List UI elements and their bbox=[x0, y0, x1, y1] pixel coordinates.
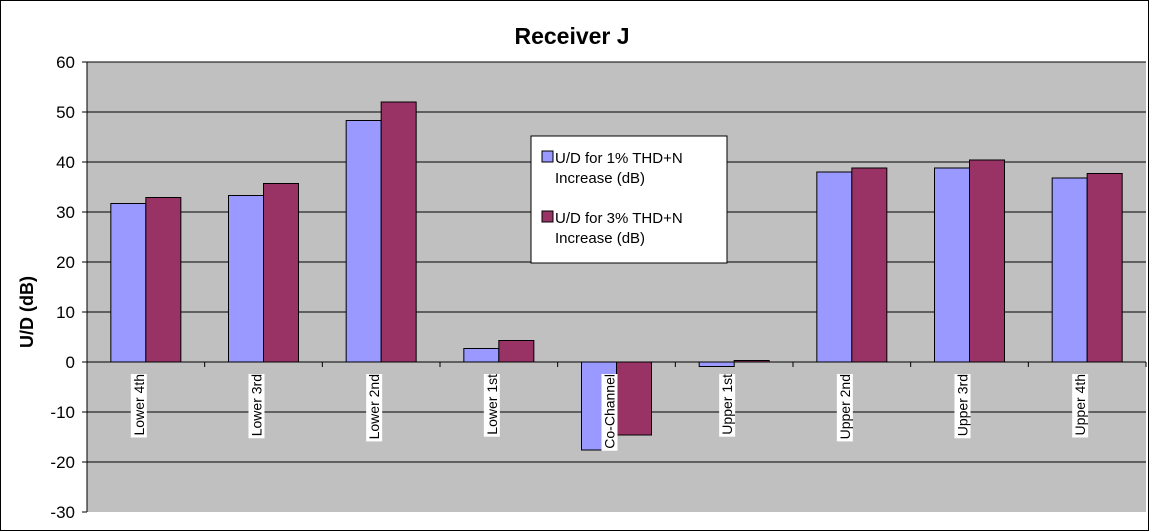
category-label-background bbox=[601, 374, 618, 451]
category-label-background bbox=[366, 374, 383, 442]
category-label: Upper 1st bbox=[719, 374, 735, 435]
bar-2-upper-3rd bbox=[969, 159, 1005, 363]
y-tick-label: 50 bbox=[56, 103, 75, 122]
plot-area: 60 50 40 30 20 10 0 -10 -20 -30 Lower 4th Lower 3rd… bbox=[50, 53, 1147, 522]
y-tick-label: -30 bbox=[50, 503, 75, 522]
chart-title: Receiver J bbox=[514, 23, 629, 49]
y-tick-label: 20 bbox=[56, 253, 75, 272]
category-label: Lower 3rd bbox=[249, 374, 265, 436]
category-label: Lower 4th bbox=[131, 374, 147, 435]
y-tick-label: 60 bbox=[56, 53, 75, 72]
legend-label-1: Increase (dB) bbox=[555, 170, 645, 187]
bar-2-co-channel bbox=[616, 361, 652, 436]
y-tick-label: 10 bbox=[56, 303, 75, 322]
bar-1-lower-4th bbox=[110, 203, 147, 363]
category-label-background bbox=[836, 374, 853, 442]
category-label: Upper 3rd bbox=[955, 374, 971, 436]
bar-2-lower-1st bbox=[498, 340, 535, 363]
category-label: Lower 2nd bbox=[366, 374, 382, 439]
bar-2-lower-2nd bbox=[380, 101, 417, 363]
bar-1-lower-2nd bbox=[345, 120, 382, 363]
bar-1-lower-3rd bbox=[228, 195, 264, 363]
y-tick-label: 0 bbox=[66, 353, 75, 372]
y-tick-label: 40 bbox=[56, 153, 75, 172]
bar-1-upper-4th bbox=[1051, 177, 1088, 363]
category-label-background bbox=[483, 374, 500, 437]
y-axis-label: U/D (dB) bbox=[17, 276, 37, 348]
legend-box bbox=[530, 135, 728, 264]
category-label-background bbox=[130, 374, 147, 438]
bar-2-upper-4th bbox=[1086, 173, 1123, 363]
bar-2-lower-4th bbox=[145, 197, 182, 363]
legend-swatch-2 bbox=[541, 210, 554, 223]
legend-label-2: Increase (dB) bbox=[555, 230, 645, 247]
y-tick-label: -10 bbox=[50, 403, 75, 422]
legend: U/D for 1% THD+N Increase (dB) U/D for 3% … bbox=[530, 135, 728, 264]
category-label: Co-Channel bbox=[602, 374, 618, 449]
category-label: Upper 4th bbox=[1072, 374, 1088, 435]
bar-2-upper-2nd bbox=[851, 167, 888, 363]
legend-label-1: U/D for 1% THD+N bbox=[555, 150, 683, 167]
bar-1-upper-2nd bbox=[816, 171, 853, 363]
category-label-background bbox=[954, 374, 971, 439]
category-label: Lower 1st bbox=[484, 374, 500, 435]
bar-2-lower-3rd bbox=[263, 183, 299, 363]
y-tick-label: -20 bbox=[50, 453, 75, 472]
category-label-background bbox=[719, 374, 736, 437]
bar-1-upper-1st bbox=[698, 361, 735, 367]
bar-1-upper-3rd bbox=[934, 167, 970, 363]
bar-1-lower-1st bbox=[463, 348, 500, 363]
category-label: Upper 2nd bbox=[837, 374, 853, 439]
category-label-background bbox=[248, 374, 265, 439]
y-tick-label: 30 bbox=[56, 203, 75, 222]
legend-label-2: U/D for 3% THD+N bbox=[555, 210, 683, 227]
category-label-background bbox=[1072, 374, 1089, 438]
legend-swatch-1 bbox=[541, 150, 554, 163]
